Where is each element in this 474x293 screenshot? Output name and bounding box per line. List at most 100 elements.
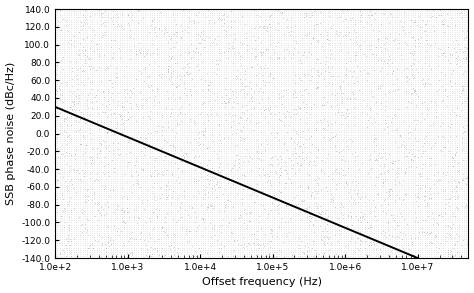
- Point: [103, 145, 110, 150]
- Point: [411, 61, 419, 66]
- Point: [218, 109, 225, 114]
- Point: [257, 237, 264, 241]
- Point: [389, 44, 396, 49]
- Point: [245, 193, 253, 197]
- Point: [273, 21, 281, 26]
- Point: [183, 115, 191, 120]
- Point: [77, 101, 84, 105]
- Point: [252, 23, 260, 28]
- Point: [167, 65, 174, 70]
- Point: [220, 139, 228, 143]
- Point: [287, 103, 294, 108]
- Point: [349, 57, 357, 62]
- Point: [333, 247, 341, 252]
- Point: [194, 159, 202, 164]
- Point: [305, 69, 313, 74]
- Point: [379, 76, 387, 81]
- Point: [146, 168, 154, 173]
- Point: [111, 170, 119, 175]
- Point: [252, 126, 260, 131]
- Point: [167, 130, 174, 135]
- Point: [259, 134, 267, 139]
- Point: [319, 40, 327, 45]
- Point: [247, 109, 255, 114]
- Point: [444, 254, 451, 258]
- Point: [368, 82, 375, 87]
- Point: [414, 78, 421, 83]
- Point: [229, 74, 237, 78]
- Point: [63, 143, 71, 147]
- Point: [74, 86, 82, 91]
- Point: [151, 251, 158, 256]
- Point: [209, 243, 216, 248]
- Point: [407, 247, 414, 252]
- Point: [86, 9, 93, 13]
- Point: [271, 99, 278, 103]
- Point: [58, 105, 66, 110]
- Point: [98, 191, 105, 195]
- Point: [264, 201, 271, 206]
- Point: [428, 30, 435, 34]
- Point: [141, 239, 149, 244]
- Point: [236, 23, 244, 28]
- Point: [255, 36, 262, 41]
- Point: [430, 189, 438, 193]
- Point: [439, 44, 447, 49]
- Point: [74, 36, 82, 41]
- Point: [247, 174, 255, 179]
- Point: [241, 101, 248, 105]
- Point: [361, 71, 368, 76]
- Point: [423, 141, 431, 145]
- Point: [368, 52, 376, 57]
- Point: [356, 69, 364, 74]
- Point: [310, 193, 318, 197]
- Point: [98, 7, 105, 11]
- Point: [462, 117, 470, 122]
- Point: [137, 19, 144, 24]
- Point: [358, 195, 366, 200]
- Point: [377, 243, 384, 248]
- Point: [384, 78, 392, 83]
- Point: [72, 105, 80, 110]
- Point: [178, 67, 186, 72]
- Point: [220, 17, 228, 22]
- Point: [227, 132, 234, 137]
- Point: [428, 61, 435, 66]
- Point: [414, 47, 421, 51]
- Point: [178, 241, 186, 246]
- Point: [167, 113, 174, 118]
- Point: [120, 249, 128, 254]
- Point: [405, 205, 412, 210]
- Point: [182, 231, 190, 236]
- Point: [421, 61, 428, 65]
- Point: [349, 235, 357, 239]
- Point: [278, 218, 285, 223]
- Point: [173, 76, 181, 81]
- Point: [358, 32, 366, 37]
- Point: [62, 82, 70, 87]
- Point: [435, 159, 442, 164]
- Point: [166, 143, 174, 147]
- Point: [247, 42, 255, 47]
- Point: [432, 139, 440, 143]
- Point: [301, 57, 308, 62]
- Point: [301, 120, 308, 125]
- Point: [451, 176, 458, 181]
- Point: [155, 32, 163, 37]
- Point: [292, 23, 299, 28]
- Point: [342, 197, 350, 202]
- Point: [148, 147, 156, 151]
- Point: [69, 84, 76, 88]
- Point: [416, 222, 424, 227]
- Point: [280, 168, 288, 173]
- Point: [416, 80, 424, 85]
- Point: [465, 207, 472, 212]
- Point: [116, 9, 124, 13]
- Point: [236, 78, 244, 83]
- Point: [266, 128, 273, 133]
- Point: [273, 130, 281, 135]
- Point: [68, 42, 75, 47]
- Point: [275, 130, 283, 135]
- Point: [328, 197, 336, 202]
- Point: [132, 180, 140, 185]
